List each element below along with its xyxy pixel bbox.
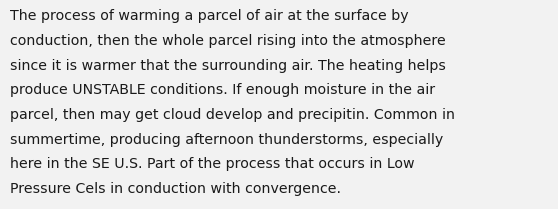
Text: since it is warmer that the surrounding air. The heating helps: since it is warmer that the surrounding … <box>10 59 446 73</box>
Text: The process of warming a parcel of air at the surface by: The process of warming a parcel of air a… <box>10 9 408 23</box>
Text: here in the SE U.S. Part of the process that occurs in Low: here in the SE U.S. Part of the process … <box>10 157 415 171</box>
Text: conduction, then the whole parcel rising into the atmosphere: conduction, then the whole parcel rising… <box>10 34 446 48</box>
Text: Pressure Cels in conduction with convergence.: Pressure Cels in conduction with converg… <box>10 182 341 196</box>
Text: summertime, producing afternoon thunderstorms, especially: summertime, producing afternoon thunders… <box>10 133 443 147</box>
Text: parcel, then may get cloud develop and precipitin. Common in: parcel, then may get cloud develop and p… <box>10 108 455 122</box>
Text: produce UNSTABLE conditions. If enough moisture in the air: produce UNSTABLE conditions. If enough m… <box>10 83 435 97</box>
